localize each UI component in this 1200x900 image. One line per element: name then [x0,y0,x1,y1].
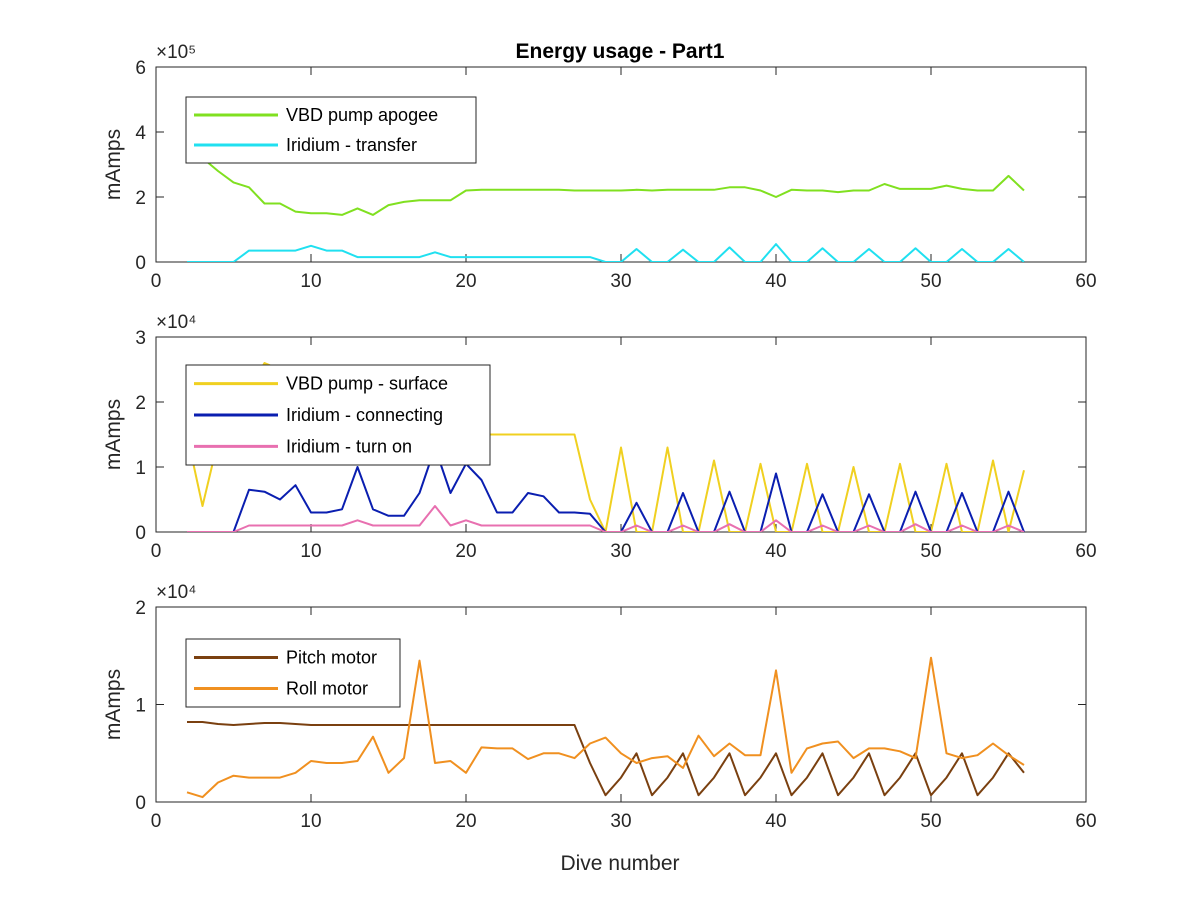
series-line-roll-motor [186,656,1025,799]
y-tick-label: 0 [135,793,146,814]
y-tick-label: 1 [135,458,146,479]
x-tick-label: 0 [151,271,162,292]
y-tick-label: 2 [135,188,146,209]
panel-1: 0 10 20 30 40 50 60 0 2 4 6 ×10⁵ mAmps VBD pump apoge… [102,42,1097,292]
y-axis-label: mAmps [102,129,125,200]
y-tick-label: 2 [135,598,146,619]
legend: Pitch motor Roll motor [185,638,401,708]
legend-box [185,96,477,164]
legend-label: Roll motor [286,679,368,699]
y-tick-label: 3 [135,328,146,349]
legend-label: Iridium - connecting [286,405,443,425]
series-line-iridium-connecting [187,446,1025,532]
panel-2: 0 10 20 30 40 50 60 0 1 2 3 ×10⁴ mAmps VBD pump - sur… [102,312,1097,562]
y-tick-label: 6 [135,58,146,79]
y-tick-label: 0 [135,523,146,544]
y-tick-label: 1 [135,696,146,717]
x-tick-label: 20 [455,811,476,832]
y-tick-label: 0 [135,253,146,274]
series-group [186,656,1025,799]
x-tick-label: 10 [300,271,321,292]
y-exponent-label: ×10⁴ [156,312,196,333]
x-tick-label: 30 [610,811,631,832]
x-tick-label: 30 [610,271,631,292]
figure-title: Energy usage - Part1 [516,40,725,63]
legend-label: VBD pump apogee [286,105,438,125]
x-tick-label: 60 [1075,541,1096,562]
y-tick-label: 4 [135,123,146,144]
x-tick-label: 10 [300,811,321,832]
y-tick-label: 2 [135,393,146,414]
x-tick-label: 20 [455,541,476,562]
x-tick-label: 40 [765,541,786,562]
x-tick-label: 50 [920,541,941,562]
x-tick-label: 30 [610,541,631,562]
x-tick-label: 50 [920,271,941,292]
series-line-vbd-pump-apogee [186,105,1025,216]
y-exponent-label: ×10⁴ [156,582,196,603]
x-tick-label: 10 [300,541,321,562]
y-exponent-label: ×10⁵ [156,42,196,63]
series-line-iridium-turn-on [187,505,1025,532]
x-tick-label: 60 [1075,271,1096,292]
legend: VBD pump - surface Iridium - connecting Ir… [185,364,491,466]
series-line-pitch-motor [187,721,1025,797]
panel-3: 0 10 20 30 40 50 60 0 1 2 ×10⁴ mAmps Pitch motor Roll… [102,582,1097,832]
x-tick-label: 40 [765,811,786,832]
y-axis-label: mAmps [102,669,125,740]
y-axis-label: mAmps [102,399,125,470]
legend: VBD pump apogee Iridium - transfer [185,96,477,164]
x-tick-label: 50 [920,811,941,832]
x-tick-label: 40 [765,271,786,292]
series-line-iridium-transfer [187,243,1025,262]
x-tick-label: 0 [151,541,162,562]
legend-box [185,638,401,708]
x-axis-label: Dive number [560,852,679,875]
x-tick-label: 0 [151,811,162,832]
legend-label: Pitch motor [286,648,377,668]
x-tick-label: 60 [1075,811,1096,832]
legend-label: Iridium - turn on [286,436,412,456]
legend-label: Iridium - transfer [286,135,417,155]
x-tick-label: 20 [455,271,476,292]
plot-area [155,66,1087,263]
series-group [186,105,1025,262]
legend-label: VBD pump - surface [286,374,448,394]
